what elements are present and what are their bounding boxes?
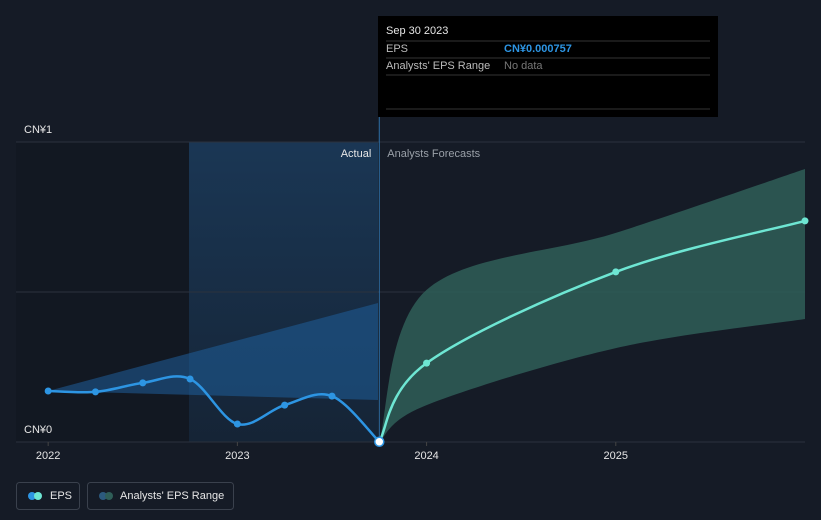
tooltip-date: Sep 30 2023 [386, 25, 448, 37]
past-range [48, 303, 378, 400]
eps-point [374, 436, 385, 448]
legend-label: Analysts' EPS Range [120, 490, 224, 502]
x-tick-label: 2024 [414, 450, 438, 462]
legend-label: EPS [50, 490, 72, 502]
legend: EPS Analysts' EPS Range [16, 482, 234, 510]
legend-icon [34, 492, 42, 500]
eps-point [139, 379, 147, 387]
tooltip-value: No data [504, 60, 543, 72]
tooltip-key: Analysts' EPS Range [386, 60, 490, 72]
legend-icon [28, 492, 36, 500]
tooltip-key: EPS [386, 43, 408, 55]
tooltip-value: CN¥0.000757 [504, 43, 572, 55]
eps-point [44, 387, 52, 395]
eps-point [801, 217, 809, 225]
tooltip: Sep 30 2023 EPS CN¥0.000757 Analysts' EP… [378, 16, 718, 117]
actual-label: Actual [341, 148, 372, 160]
y-tick-label: CN¥0 [24, 424, 52, 436]
legend-icon [105, 492, 113, 500]
forecast-label: Analysts Forecasts [387, 148, 480, 160]
x-tick-label: 2025 [604, 450, 628, 462]
y-tick-label: CN¥1 [24, 124, 52, 136]
tooltip-box [378, 16, 718, 117]
eps-point [423, 359, 431, 367]
legend-icon [99, 492, 107, 500]
eps-point [612, 268, 620, 276]
eps-point [91, 388, 99, 396]
eps-point [233, 420, 241, 428]
x-tick-label: 2022 [36, 450, 60, 462]
legend-item[interactable] [16, 482, 80, 510]
eps-line [378, 219, 806, 443]
eps-point [328, 392, 336, 400]
eps-point [281, 401, 289, 409]
eps-point [186, 375, 194, 383]
range-band [379, 169, 805, 442]
x-tick-label: 2023 [225, 450, 249, 462]
legend-item[interactable] [87, 482, 234, 510]
